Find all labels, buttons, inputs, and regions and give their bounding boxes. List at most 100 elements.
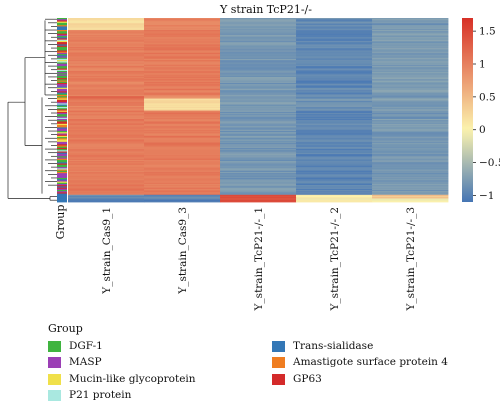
heatmap-cell (372, 121, 449, 124)
heatmap-cell (296, 87, 373, 90)
heatmap-cell (220, 116, 297, 119)
heatmap-cell (220, 102, 297, 104)
heatmap-cell (68, 161, 145, 163)
heatmap-cell (296, 161, 373, 163)
heatmap-cell (144, 176, 221, 179)
heatmap-cell (220, 139, 297, 142)
heatmap-cell (372, 48, 449, 50)
heatmap-cell (296, 192, 373, 194)
heatmap-cell (372, 135, 449, 138)
heatmap-cell (296, 115, 373, 118)
heatmap-cell (68, 177, 145, 180)
heatmap-cell (296, 56, 373, 59)
group-strip-cell (57, 102, 67, 104)
group-strip-cell (57, 37, 67, 39)
heatmap-cell (144, 42, 221, 44)
group-strip-cell (57, 188, 67, 191)
group-strip-cell (57, 87, 67, 90)
heatmap-cell (220, 73, 297, 75)
heatmap-cell (372, 27, 449, 30)
group-strip-cell (57, 94, 67, 97)
heatmap-cell (372, 82, 449, 85)
heatmap-cell (372, 146, 449, 149)
heatmap-cell (296, 66, 373, 68)
group-strip-cell (57, 140, 67, 143)
heatmap-cell (220, 93, 297, 96)
heatmap-cell (372, 192, 449, 194)
heatmap-cell (68, 138, 145, 140)
heatmap-cell (68, 164, 145, 167)
heatmap-cell (372, 21, 449, 24)
heatmap-cell (68, 150, 145, 152)
heatmap-cell (296, 68, 373, 71)
heatmap-cell (144, 138, 221, 140)
heatmap-cell (220, 182, 297, 185)
heatmap-cell (296, 96, 373, 98)
heatmap-cell (220, 115, 297, 118)
heatmap-cell (372, 174, 449, 176)
group-strip-cell (57, 146, 67, 149)
heatmap-cell (296, 120, 373, 122)
group-strip-cell (57, 67, 67, 69)
group-strip-cell (57, 116, 67, 119)
heatmap-cell (68, 187, 145, 190)
heatmap-cell (68, 129, 145, 132)
group-strip-cell (57, 175, 67, 178)
heatmap-cell (372, 147, 449, 150)
heatmap-cell (372, 64, 449, 67)
group-strip-cell (57, 76, 67, 79)
heatmap-cell (296, 27, 373, 30)
heatmap-cell (296, 127, 373, 130)
legend-label: P21 protein (69, 389, 132, 401)
heatmap-cell (372, 97, 449, 99)
heatmap-cell (372, 140, 449, 143)
heatmap-cell (144, 186, 221, 188)
heatmap-cell (144, 171, 221, 174)
group-strip-cell (57, 120, 67, 122)
heatmap-cell (144, 165, 221, 168)
group-strip-cell (57, 30, 67, 32)
heatmap-cell (68, 113, 145, 115)
heatmap-cell (68, 24, 145, 26)
heatmap-cell (144, 170, 221, 173)
heatmap-cell (220, 134, 297, 137)
heatmap-cell (372, 139, 449, 142)
heatmap-cell (296, 100, 373, 103)
heatmap-cell (296, 138, 373, 140)
heatmap-cell (68, 133, 145, 136)
group-strip-cell (57, 43, 67, 45)
heatmap-cell (144, 50, 221, 53)
heatmap-cell (220, 192, 297, 194)
heatmap-cell (144, 21, 221, 24)
heatmap-cell (144, 44, 221, 47)
heatmap-cell (220, 152, 297, 155)
heatmap-cell (372, 50, 449, 53)
heatmap-cell (220, 165, 297, 168)
group-strip-cell (57, 194, 67, 197)
heatmap-cell (68, 158, 145, 161)
heatmap-cell (144, 34, 221, 37)
heatmap-cell (68, 45, 145, 48)
heatmap-cell (372, 117, 449, 120)
group-strip-cell (57, 69, 67, 72)
heatmap-cell (144, 120, 221, 122)
heatmap-cell (296, 92, 373, 95)
heatmap-cell (144, 72, 221, 74)
row-dendrogram (7, 18, 57, 201)
heatmap-cell (144, 68, 221, 71)
heatmap-cell (144, 126, 221, 128)
heatmap-cell (68, 152, 145, 155)
heatmap-cell (296, 105, 373, 108)
heatmap-cell (144, 128, 221, 131)
heatmap-cell (68, 73, 145, 75)
heatmap-cell (296, 173, 373, 175)
heatmap-cell (144, 40, 221, 43)
group-strip-cell (57, 24, 67, 26)
heatmap-cell (220, 52, 297, 55)
heatmap-cell (220, 56, 297, 59)
group-strip-cell (57, 91, 67, 93)
heatmap-cell (144, 155, 221, 157)
heatmap-cell (296, 158, 373, 161)
heatmap-cell (68, 27, 145, 30)
heatmap-cell (144, 187, 221, 190)
